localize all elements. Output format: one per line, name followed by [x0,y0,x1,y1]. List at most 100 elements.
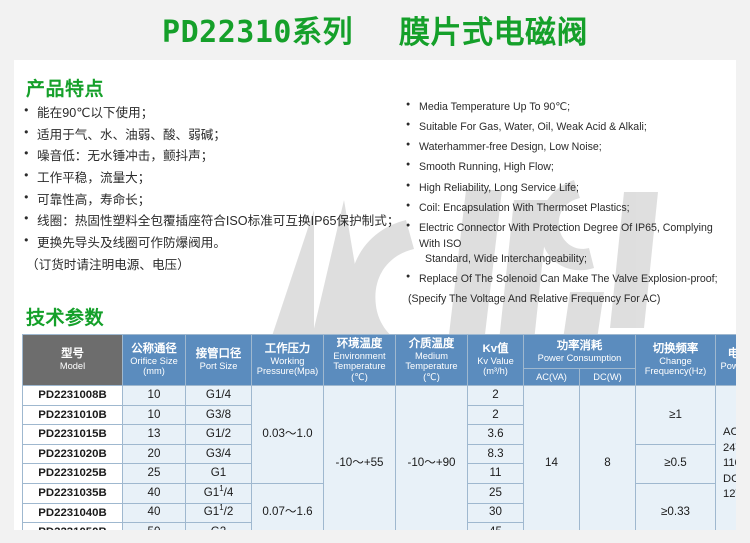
header-kv-value: Kv值 Kv Value (m³/h) [467,334,524,386]
cell-pressure-group-2: 0.07～1.6 [251,482,324,530]
feature-item-cn: 线圈：热固性塑料全包覆插座符合ISO标准可互换IP65保护制式； [22,212,399,231]
table-row: PD2231035B 40 G11/4 0.07～1.6 25 ≥0.33 [22,482,737,530]
header-pressure-cn: 工作压力 [264,343,311,356]
cell-model: PD2231050B [22,522,123,530]
feature-item-en-line1: Electric Connector With Protection Degre… [419,221,713,250]
cell-power-voltage: AC: 50Hz 24V, 36V 110V, 220V DC: 24V 12V [715,384,736,530]
header-medtemp-en1: Medium [414,350,449,361]
header-medtemp-unit: (℃) [423,371,440,382]
header-medtemp-en2: Temperature [405,361,458,372]
header-kv-unit: (m³/h) [483,366,508,377]
feature-item-cn: 可靠性高，寿命长； [22,191,392,210]
feature-item-cn: 能在90℃以下使用； [22,104,392,123]
feature-item-en: Waterhammer-free Design, Low Noise; [404,140,734,156]
page-title-series: PD22310系列 [162,15,353,50]
header-pressure-en: Working [270,355,305,366]
features-heading: 产品特点 [26,79,105,100]
feature-item-en: Electric Connector With Protection Degre… [404,221,734,268]
cell-kv: 8.3 [467,443,524,465]
header-medtemp-cn: 介质温度 [408,338,455,350]
feature-item-en: Suitable For Gas, Water, Oil, Weak Acid … [404,120,734,136]
voltage-line: 24V, 36V [723,441,736,454]
header-change-frequency: 切换频率 Change Frequency(Hz) [635,334,716,386]
cell-power-dc: 8 [579,384,636,530]
header-kv-en: Kv Value [477,355,514,366]
cell-model: PD2231015B [22,424,123,445]
cell-kv: 3.6 [467,424,524,445]
cell-port: G1 [185,463,252,484]
header-pressure-unit: Pressure(Mpa) [256,366,319,377]
header-voltage-cn: 电源电压 [727,348,736,361]
features-order-note-en: (Specify The Voltage And Relative Freque… [408,293,661,306]
header-freq-en1: Change [659,355,692,366]
header-power-dc: DC(W) [579,367,636,386]
table-row: PD2231050B 50 G2 45 [22,522,737,530]
header-environment-temperature: 环境温度 Environment Temperature (℃) [323,334,396,386]
cell-orifice: 40 [122,502,186,524]
feature-item-en: High Reliability, Long Service Life; [404,181,734,197]
header-freq-en2: Frequency(Hz) [644,366,707,377]
cell-model: PD2231020B [22,443,123,465]
header-power-consumption: 功率消耗 Power Consumption [523,334,636,369]
feature-item-cn: 更换先导头及线圈可作防爆阀用。 [22,234,392,253]
spec-table-wrap: 型号 Model 公称通径 Orifice Size (mm) 接管口径 Por… [22,334,736,530]
header-freq-cn: 切换频率 [652,343,699,356]
cell-port: G11/4 [185,482,252,504]
header-working-pressure: 工作压力 Working Pressure(Mpa) [251,334,324,386]
cell-port: G11/2 [185,502,252,524]
cell-model: PD2231008B [22,384,123,406]
header-model: 型号 Model [22,334,123,386]
feature-item-en: Coil: Encapsulation With Thermoset Plast… [404,201,734,217]
page-title-band: PD22310系列 膜片式电磁阀 [0,0,750,58]
header-kv-cn: Kv值 [482,343,509,356]
header-power-en: Power Consumption [537,352,622,363]
header-envtemp-cn: 环境温度 [336,338,383,350]
cell-port: G3/8 [185,404,252,426]
content-panel: 产品特点 能在90℃以下使用； 适用于气、水、油弱、酸、弱碱； 噪音低：无水锤冲… [14,60,736,530]
header-port-size: 接管口径 Port Size [185,334,252,386]
cell-port: G1/4 [185,384,252,406]
feature-item-cn: 适用于气、水、油弱、酸、弱碱； [22,126,392,145]
features-order-note-cn: （订货时请注明电源、电压） [26,257,190,272]
cell-change-frequency-1: ≥1 [635,384,716,445]
cell-orifice: 10 [122,384,186,406]
cell-pressure-group-1: 0.03～1.0 [251,384,324,484]
table-row: PD2231008B 10 G1/4 0.03～1.0 -10～+55 -10～… [22,384,736,530]
header-envtemp-en1: Environment [333,350,386,361]
cell-port: G1/2 [185,424,252,445]
cell-change-frequency-2: ≥0.5 [635,443,716,484]
feature-item-en-line2: Standard, Wide Interchangeability; [425,253,587,266]
header-orifice-unit: (mm) [143,366,165,377]
voltage-line: AC: 50Hz [723,426,736,439]
feature-item-en: Replace Of The Solenoid Can Make The Val… [404,272,734,288]
cell-model: PD2231035B [22,482,123,504]
header-orifice-size: 公称通径 Orifice Size (mm) [122,334,186,386]
cell-orifice: 40 [122,482,186,504]
cell-orifice: 10 [122,404,186,426]
cell-kv: 45 [467,522,524,530]
cell-model: PD2231040B [22,502,123,524]
cell-kv: 30 [467,502,524,524]
voltage-line: 110V, 220V [723,457,736,470]
cell-medium-temperature: -10～+90 [395,384,468,530]
feature-item-cn: 工作平稳，流量大； [22,169,392,188]
header-orifice-en: Orifice Size [130,355,178,366]
cell-port: G2 [185,522,252,530]
cell-power-ac: 14 [523,384,580,530]
feature-item-cn: 噪音低：无水锤冲击，颤抖声； [22,147,392,166]
cell-model: PD2231025B [22,463,123,484]
header-port-cn: 接管口径 [195,348,242,361]
voltage-line: DC: 24V [723,472,736,485]
cell-kv: 2 [467,384,524,406]
cell-orifice: 25 [122,463,186,484]
cell-model: PD2231010B [22,404,123,426]
header-envtemp-unit: (℃) [351,371,368,382]
feature-item-en: Smooth Running, High Flow; [404,160,734,176]
spec-table: 型号 Model 公称通径 Orifice Size (mm) 接管口径 Por… [22,334,736,530]
header-envtemp-en2: Temperature [333,361,386,372]
cell-orifice: 13 [122,424,186,445]
cell-orifice: 50 [122,522,186,530]
page-title-product: 膜片式电磁阀 [398,14,588,50]
header-power-cn: 功率消耗 [556,339,603,352]
